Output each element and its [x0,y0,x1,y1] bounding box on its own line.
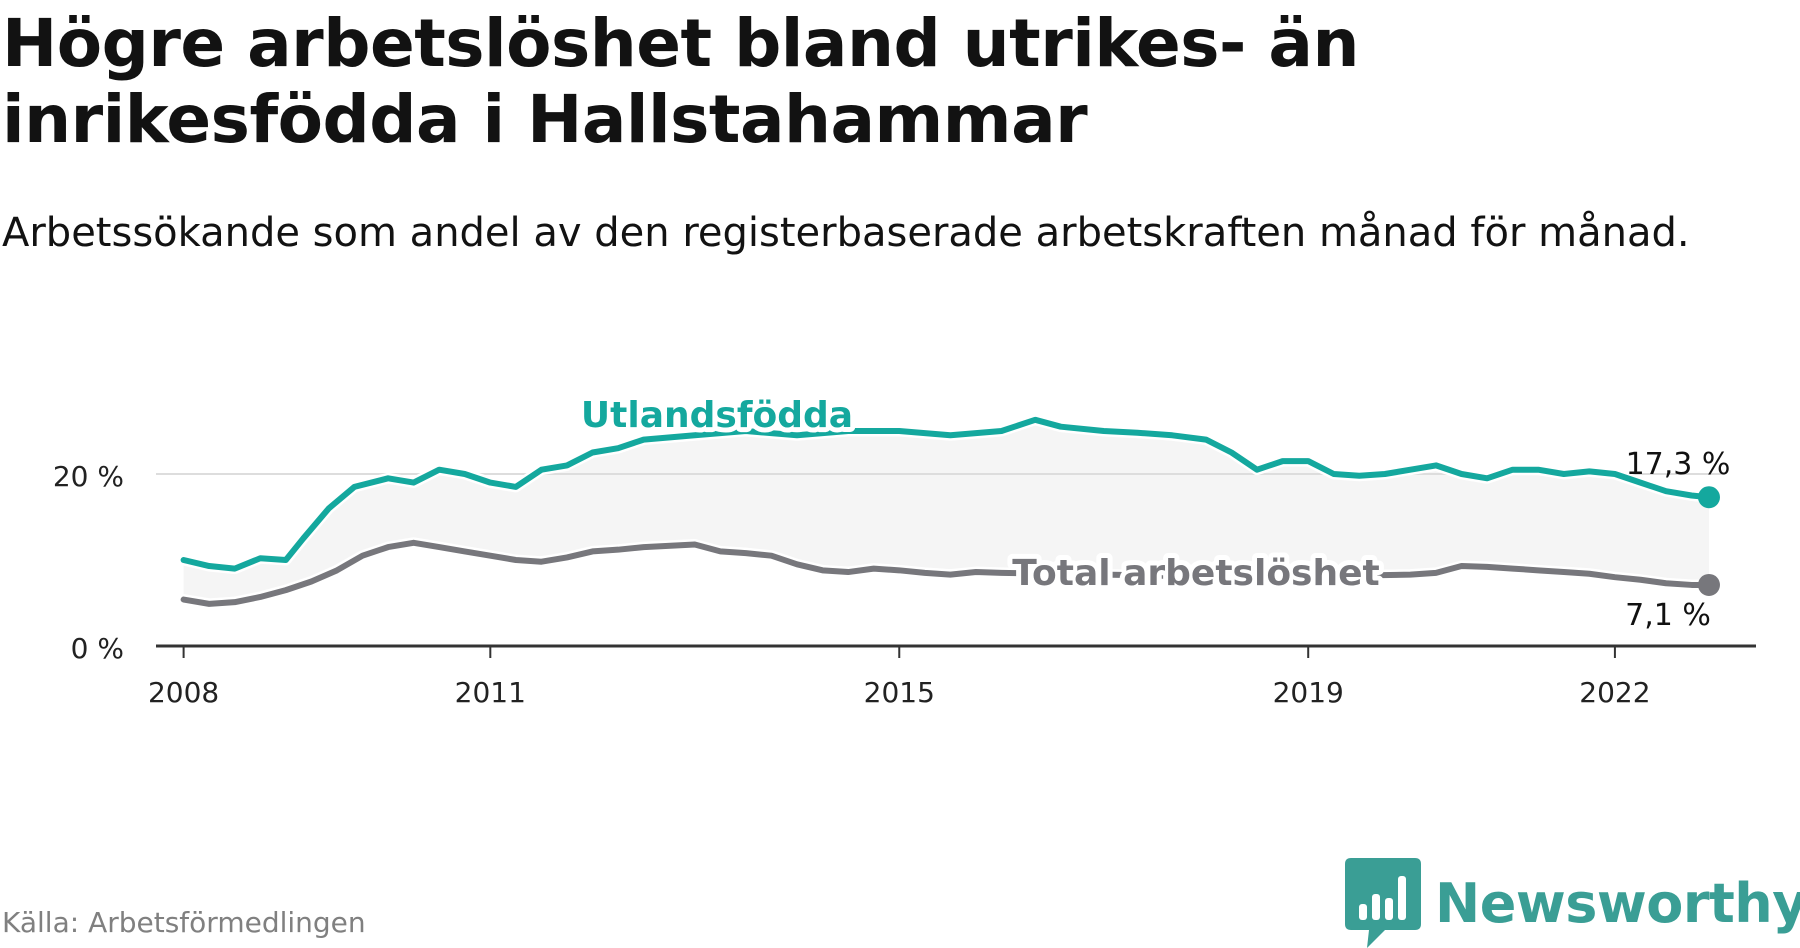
series-line-foreign-born [180,416,1712,572]
series-label-foreign-born: Utlandsfödda [581,395,853,436]
x-tick-label: 2022 [1579,676,1650,709]
end-label-total: 7,1 % [1625,598,1711,633]
source-note: Källa: Arbetsförmedlingen [2,906,366,939]
series-line-total [180,539,1712,607]
x-tick-label: 2011 [455,676,526,709]
x-tick-label: 2019 [1273,676,1344,709]
series-label-foreign-born-halo: Utlandsfödda [581,395,853,436]
chart-title: Högre arbetslöshet bland utrikes- än inr… [2,5,1359,158]
newsworthy-logo-icon [1345,858,1421,948]
x-tick-label: 2008 [148,676,219,709]
y-tick-label: 0 % [71,632,124,665]
series-label-total: Total arbetslöshet [1012,553,1380,594]
end-label-foreign-born: 17,3 % [1626,447,1731,482]
y-tick-label: 20 % [53,460,124,493]
brand-name: Newsworthy [1435,871,1800,935]
end-point-foreign-born [1697,486,1720,509]
brand-logo[interactable]: Newsworthy [1345,858,1800,948]
series-label-total-halo: Total arbetslöshet [1012,553,1380,594]
x-tick-label: 2015 [864,676,935,709]
chart-subtitle: Arbetssökande som andel av den registerb… [2,210,1690,256]
end-point-total [1697,573,1720,596]
